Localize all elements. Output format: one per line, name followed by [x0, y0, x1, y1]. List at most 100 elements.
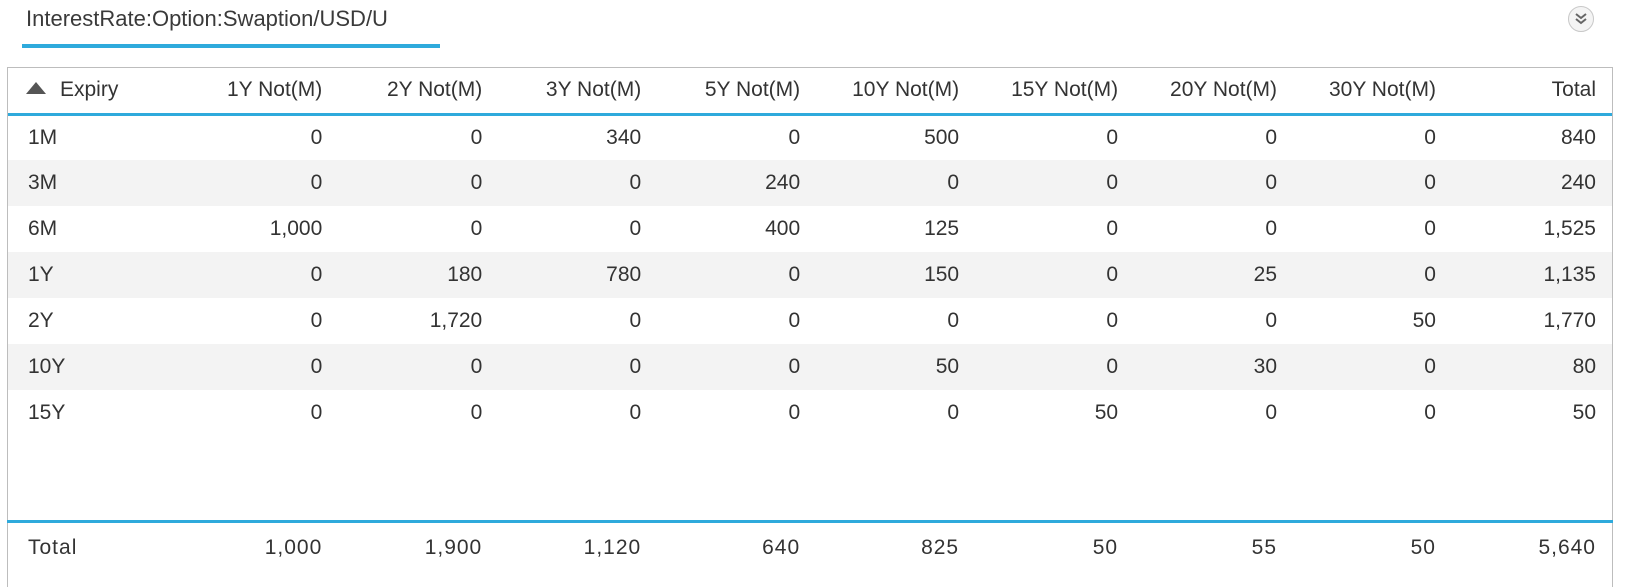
- row-expiry-cell[interactable]: 1Y: [8, 252, 182, 298]
- notional-cell[interactable]: 0: [498, 160, 658, 206]
- notional-cell[interactable]: 0: [310, 309, 323, 332]
- notional-cell[interactable]: 0: [657, 252, 817, 298]
- column-header-label: Expiry: [60, 78, 119, 102]
- notional-cell[interactable]: 780: [498, 252, 658, 298]
- table-row[interactable]: 10Y 0 0 0 0 50 0 30 0 80: [8, 344, 1612, 390]
- row-expiry-cell[interactable]: 2Y: [28, 309, 54, 332]
- notional-cell[interactable]: 0: [310, 125, 323, 149]
- notional-cell[interactable]: 0: [338, 344, 499, 390]
- notional-cell[interactable]: 0: [975, 252, 1135, 298]
- column-header[interactable]: 15Y Not(M): [975, 68, 1135, 116]
- notional-cell[interactable]: 0: [1424, 217, 1436, 240]
- sort-ascending-icon[interactable]: [26, 82, 46, 95]
- column-header[interactable]: 1Y Not(M): [181, 68, 339, 116]
- notional-cell[interactable]: 0: [947, 309, 960, 332]
- column-header-label: 1Y Not(M): [226, 78, 323, 102]
- notional-cell[interactable]: 400: [765, 217, 801, 240]
- notional-cell[interactable]: 240: [657, 160, 817, 206]
- notional-cell[interactable]: 0: [1134, 160, 1294, 206]
- notional-cell[interactable]: 0: [1265, 309, 1278, 332]
- notional-cell[interactable]: 0: [1293, 160, 1452, 206]
- total-cell: 825: [921, 536, 960, 559]
- notional-cell[interactable]: 1,000: [269, 217, 323, 240]
- notional-cell[interactable]: 0: [181, 344, 339, 390]
- notional-cell[interactable]: 0: [1106, 309, 1119, 332]
- table-row[interactable]: 3M 0 0 0 240 0 0 0 0 240: [8, 160, 1612, 206]
- notional-cell[interactable]: 125: [924, 217, 960, 240]
- notional-cell[interactable]: 0: [470, 125, 483, 149]
- notional-cell[interactable]: 0: [181, 252, 339, 298]
- notional-cell[interactable]: 840: [1560, 125, 1596, 149]
- notional-cell[interactable]: 0: [629, 401, 642, 424]
- notional-cell[interactable]: 50: [1412, 309, 1436, 332]
- row-expiry-cell[interactable]: 6M: [28, 217, 58, 240]
- column-header[interactable]: 20Y Not(M): [1134, 68, 1294, 116]
- table-row[interactable]: 1M 0 0 340 0 500 0 0 0 840: [8, 114, 1612, 160]
- notional-cell[interactable]: 0: [788, 401, 801, 424]
- notional-cell[interactable]: 0: [788, 125, 801, 149]
- grid-table: Expiry 1Y Not(M) 2Y Not(M) 3Y Not(M) 5Y Not(…: [8, 68, 1612, 436]
- notional-cell[interactable]: 180: [338, 252, 499, 298]
- notional-cell[interactable]: 50: [816, 344, 976, 390]
- notional-cell[interactable]: 0: [975, 344, 1135, 390]
- column-header[interactable]: 5Y Not(M): [657, 68, 817, 116]
- notional-cell[interactable]: 30: [1134, 344, 1294, 390]
- notional-cell[interactable]: 0: [498, 344, 658, 390]
- notional-cell[interactable]: 0: [629, 309, 642, 332]
- notional-cell[interactable]: 80: [1451, 344, 1612, 390]
- notional-cell[interactable]: 25: [1134, 252, 1294, 298]
- notional-cell[interactable]: 0: [470, 217, 483, 240]
- notional-cell[interactable]: 0: [470, 401, 483, 424]
- notional-cell[interactable]: 0: [1293, 252, 1452, 298]
- notional-cell[interactable]: 150: [816, 252, 976, 298]
- table-row[interactable]: 2Y 0 1,720 0 0 0 0 0 50 1,770: [8, 298, 1612, 344]
- notional-cell[interactable]: 0: [629, 217, 642, 240]
- column-header[interactable]: Total: [1451, 68, 1612, 116]
- notional-cell[interactable]: 0: [657, 344, 817, 390]
- notional-cell[interactable]: 0: [816, 160, 976, 206]
- notional-cell[interactable]: 0: [1424, 125, 1436, 149]
- notional-cell[interactable]: 0: [788, 309, 801, 332]
- total-cell: 5,640: [1538, 536, 1596, 559]
- tab-title[interactable]: InterestRate:Option:Swaption/USD/U: [26, 6, 388, 31]
- notional-cell[interactable]: 50: [1094, 401, 1119, 424]
- total-cell: 1,120: [583, 536, 642, 559]
- notional-cell[interactable]: 1,720: [429, 309, 483, 332]
- header-row: Expiry 1Y Not(M) 2Y Not(M) 3Y Not(M) 5Y Not(…: [8, 68, 1612, 116]
- notional-cell[interactable]: 0: [1424, 401, 1436, 424]
- row-expiry-cell[interactable]: 3M: [8, 160, 182, 206]
- notional-cell[interactable]: 0: [975, 160, 1135, 206]
- notional-cell[interactable]: 240: [1451, 160, 1612, 206]
- notional-cell[interactable]: 0: [1265, 401, 1278, 424]
- column-header[interactable]: 10Y Not(M): [816, 68, 976, 116]
- notional-cell[interactable]: 0: [181, 160, 339, 206]
- notional-cell[interactable]: 1,135: [1451, 252, 1612, 298]
- notional-cell[interactable]: 0: [1265, 217, 1278, 240]
- column-header-label: 10Y Not(M): [852, 78, 960, 102]
- notional-cell[interactable]: 0: [310, 401, 323, 424]
- notional-cell[interactable]: 340: [606, 125, 642, 149]
- column-header[interactable]: 2Y Not(M): [338, 68, 499, 116]
- notional-cell[interactable]: 0: [338, 160, 499, 206]
- table-row[interactable]: 6M 1,000 0 0 400 125 0 0 0 1,525: [8, 206, 1612, 252]
- notional-cell[interactable]: 0: [1106, 125, 1119, 149]
- column-header[interactable]: 30Y Not(M): [1293, 68, 1452, 116]
- table-row[interactable]: 15Y 0 0 0 0 0 50 0 0 50: [8, 390, 1612, 436]
- notional-cell[interactable]: 0: [947, 401, 960, 424]
- row-expiry-cell[interactable]: 1M: [28, 125, 58, 149]
- notional-cell[interactable]: 500: [924, 125, 960, 149]
- collapse-button[interactable]: [1568, 6, 1594, 32]
- column-header[interactable]: Expiry: [8, 68, 182, 116]
- notional-cell[interactable]: 50: [1572, 401, 1596, 424]
- row-expiry-cell[interactable]: 15Y: [28, 401, 66, 424]
- notional-cell[interactable]: 1,525: [1543, 217, 1596, 240]
- notional-cell[interactable]: 0: [1293, 344, 1452, 390]
- table-row[interactable]: 1Y 0 180 780 0 150 0 25 0 1,135: [8, 252, 1612, 298]
- totals-row: Total 1,000 1,900 1,120 640 825 50 55 50 5,640: [8, 523, 1612, 573]
- notional-cell[interactable]: 0: [1265, 125, 1278, 149]
- tab-bar: InterestRate:Option:Swaption/USD/U: [0, 0, 1630, 56]
- notional-cell[interactable]: 1,770: [1543, 309, 1596, 332]
- column-header[interactable]: 3Y Not(M): [498, 68, 658, 116]
- notional-cell[interactable]: 0: [1106, 217, 1119, 240]
- row-expiry-cell[interactable]: 10Y: [8, 344, 182, 390]
